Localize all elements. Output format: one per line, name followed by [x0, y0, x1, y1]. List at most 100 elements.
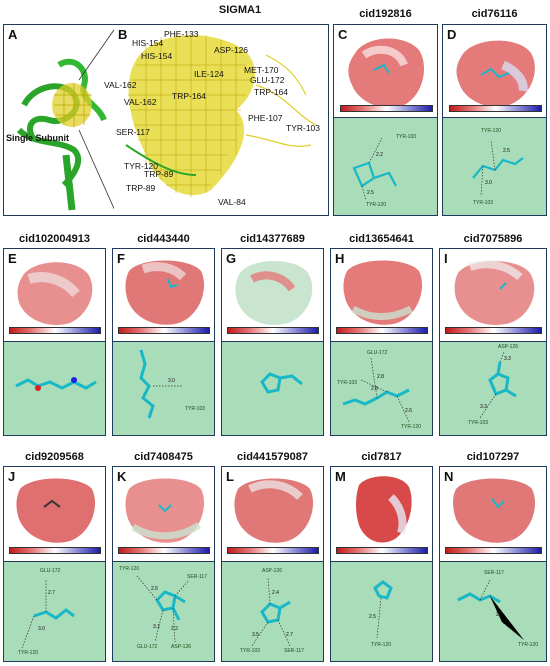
residue-tag: TYR-120 [401, 424, 422, 430]
surface-render [454, 260, 535, 325]
color-scale-bar [227, 547, 319, 554]
ligand-structure [479, 351, 517, 419]
panel-b-letter: B [118, 27, 128, 42]
distance-label: 2.4 [272, 590, 279, 596]
residue-label: HIS-154 [141, 51, 173, 61]
panel-letter: C [338, 27, 348, 42]
panel-d-title: cid76116 [471, 8, 518, 20]
panel-n: N SER-117 TYR-120 2.2 [439, 466, 547, 662]
interaction-view: TYR-120 TYR-103 2.5 3.0 [443, 117, 546, 215]
protein-cartoon [16, 29, 114, 211]
color-scale-bar [118, 547, 210, 554]
distance-label: 3.0 [38, 626, 45, 632]
residue-tag: ASP-126 [262, 568, 283, 574]
interaction-view [4, 341, 105, 435]
residue-label: VAL-162 [104, 80, 137, 90]
panel-h: H GLU-172 TYR-103 TYR-120 2.8 2.8 2.6 [330, 248, 433, 436]
panel-letter: F [117, 251, 125, 266]
panel-e: E [3, 248, 106, 436]
panel-d: D TYR-120 TYR-103 2.5 3.0 [442, 24, 547, 216]
panel-letter: N [444, 469, 454, 484]
interaction-view: ASP-126 TYR-103 SER-117 2.4 3.5 2.7 [222, 561, 323, 661]
ligand-structure [472, 139, 524, 197]
color-scale-bar [336, 547, 428, 554]
color-scale-bar [9, 327, 101, 334]
panel-l-title: cid441579087 [237, 451, 308, 463]
panel-c: C TYR-103 TYR-120 2.2 2.5 [333, 24, 438, 216]
residue-label: SER-117 [116, 127, 150, 137]
distance-label: 2.5 [367, 190, 374, 196]
surface-render [125, 260, 205, 325]
color-scale-bar [449, 105, 542, 112]
ligand-structure [352, 137, 397, 201]
distance-label: 3.3 [480, 404, 487, 410]
color-scale-bar [445, 547, 542, 554]
residue-tag: TYR-103 [468, 420, 489, 426]
panel-letter: G [226, 251, 237, 266]
residue-tag: SER-117 [284, 648, 304, 654]
interaction-view: TYR-103 3.0 [113, 341, 214, 435]
interaction-view: TYR-120 2.5 [331, 561, 432, 661]
residue-tag: TYR-103 [396, 134, 417, 140]
panel-letter: H [335, 251, 345, 266]
residue-label: GLU-172 [250, 75, 285, 85]
distance-label: 2.8 [371, 386, 378, 392]
residue-tag: SER-117 [484, 570, 504, 576]
residue-label: TYR-120 [124, 161, 159, 171]
color-scale-bar [227, 327, 319, 334]
panel-letter: E [8, 251, 17, 266]
distance-label: 2.6 [405, 408, 412, 414]
residue-label: TRP-89 [144, 169, 174, 179]
distance-label: 2.7 [48, 590, 55, 596]
panel-g-title: cid14377689 [240, 233, 305, 245]
interaction-view [222, 341, 323, 435]
residue-tag: GLU-172 [137, 644, 158, 650]
panel-i: I ASP-126 TYR-103 3.3 3.3 [439, 248, 547, 436]
panel-letter: I [444, 251, 448, 266]
interaction-view: TYR-120 SER-117 GLU-172 ASP-126 2.5 3.1 … [113, 561, 214, 661]
residue-label: TRP-164 [254, 87, 289, 97]
distance-label: 2.8 [377, 374, 384, 380]
residue-tag: TYR-103 [240, 648, 261, 654]
figure-title: SIGMA1 [218, 4, 262, 16]
interaction-view: TYR-103 TYR-120 2.2 2.5 [334, 117, 437, 215]
ligand-structure [15, 377, 97, 391]
residue-label: ASP-126 [214, 45, 249, 55]
color-scale-bar [336, 327, 428, 334]
residue-tag: TYR-120 [18, 650, 39, 656]
panel-letter: M [335, 469, 346, 484]
surface-render [16, 478, 96, 543]
ligand-structure [457, 579, 525, 641]
residue-tag: GLU-172 [367, 350, 388, 356]
panel-g: G [221, 248, 324, 436]
distance-label: 3.3 [504, 356, 511, 362]
surface-render [17, 262, 93, 325]
panel-letter: J [8, 469, 16, 484]
color-scale-bar [340, 105, 433, 112]
color-scale-bar [9, 547, 101, 554]
ligand-structure [139, 349, 183, 419]
panel-letter: D [447, 27, 457, 42]
surface-render [234, 478, 314, 543]
panel-c-title: cid192816 [359, 8, 412, 20]
residue-tag: TYR-103 [185, 406, 206, 412]
distance-label: 3.5 [252, 632, 259, 638]
panel-m: M TYR-120 2.5 [330, 466, 433, 662]
distance-label: 3.0 [168, 378, 175, 384]
panel-h-title: cid13654641 [349, 233, 414, 245]
panel-l: L ASP-126 TYR-103 SER-117 2.4 3.5 2.7 [221, 466, 324, 662]
distance-label: 2.2 [376, 152, 383, 158]
panel-m-title: cid7817 [361, 451, 402, 463]
residue-label: HIS-154 [132, 38, 164, 48]
ligand-structure [342, 357, 410, 423]
single-subunit-label: Single Subunit [6, 133, 69, 143]
distance-label: 2.2 [171, 626, 178, 632]
residue-tag: TYR-103 [337, 380, 358, 386]
residue-label: ILE-124 [194, 69, 224, 79]
residue-label: VAL-84 [218, 197, 246, 207]
distance-label: 2.5 [369, 614, 376, 620]
panel-j: J GLU-172 TYR-120 2.7 3.0 [3, 466, 106, 662]
panel-e-title: cid102004913 [19, 233, 90, 245]
residue-tag: TYR-120 [366, 202, 387, 208]
distance-label: 2.2 [496, 612, 503, 618]
